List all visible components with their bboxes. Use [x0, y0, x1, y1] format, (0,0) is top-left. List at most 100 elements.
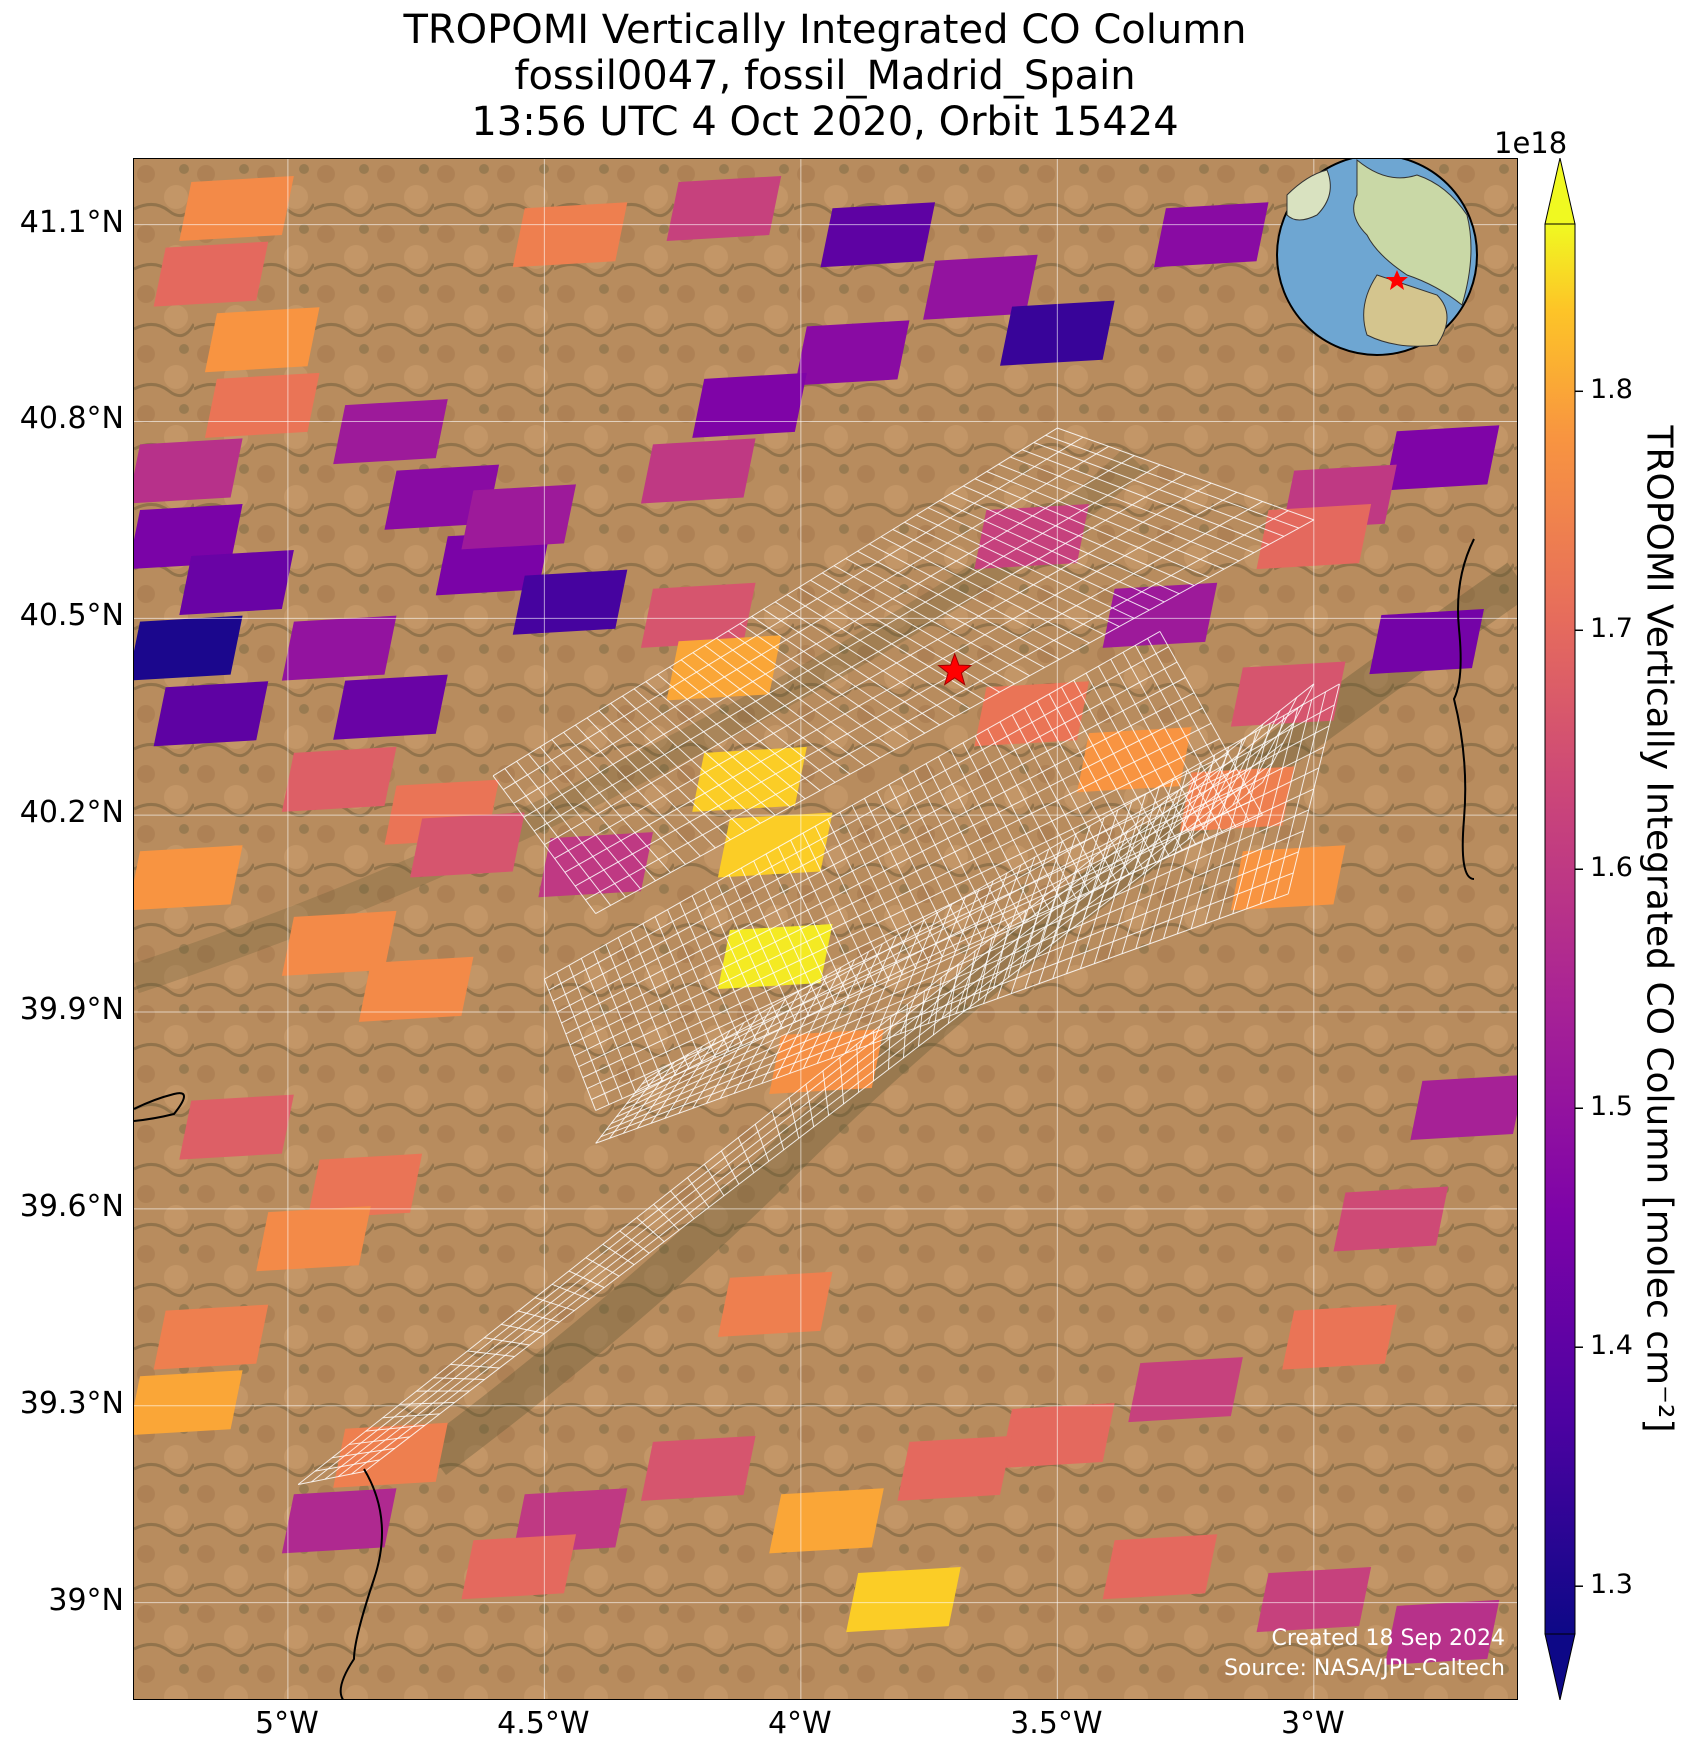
footprint-line	[839, 1057, 845, 1104]
footprint-line	[551, 1283, 590, 1300]
footprint-line	[382, 1413, 440, 1419]
target-star-icon[interactable]	[937, 652, 973, 686]
co-pixels-layer	[134, 175, 1517, 1665]
colorbar-tick-label: 1.6	[1590, 852, 1633, 884]
chart-title-line-2: fossil0047, fossil_Madrid_Spain	[514, 53, 1136, 99]
co-pixel	[153, 1304, 269, 1370]
co-pixel	[153, 241, 269, 307]
footprint-line	[1082, 843, 1112, 921]
footprint-line	[1127, 803, 1162, 886]
footprint-line	[585, 1257, 620, 1277]
co-pixel	[1410, 1075, 1517, 1140]
co-pixel	[281, 746, 397, 812]
footprint-line	[1007, 910, 1027, 978]
co-pixel	[153, 681, 269, 747]
co-pixel	[923, 254, 1038, 320]
globe-landmass	[1353, 159, 1472, 306]
footprint-line	[503, 436, 1084, 791]
globe-landmass-2	[1286, 169, 1331, 221]
co-pixel	[1230, 661, 1346, 727]
footprint-line	[992, 923, 1010, 990]
co-pixel	[134, 438, 243, 504]
co-pixel	[1384, 425, 1500, 491]
footprint-line	[595, 519, 1315, 915]
footprint-line	[574, 738, 1220, 1057]
co-pixel	[204, 372, 320, 438]
footprint-line	[805, 1084, 815, 1127]
footprint-line	[582, 768, 1238, 1079]
co-pixel	[769, 1488, 884, 1554]
footprint-line	[518, 1310, 560, 1323]
longitude-tick-label: 4°W	[767, 1706, 832, 1741]
footprint-line	[399, 1401, 455, 1405]
footprint-line	[947, 964, 959, 1024]
latitude-tick-label: 39.6°N	[19, 1188, 124, 1224]
footprint-line	[631, 746, 1325, 1098]
colorbar-tick-label: 1.4	[1590, 1330, 1633, 1362]
co-pixel	[256, 1206, 371, 1272]
footprint-line	[1112, 817, 1146, 898]
footprint-line	[348, 1436, 410, 1445]
co-pixel	[1282, 1304, 1397, 1370]
footprint-line	[1172, 763, 1213, 852]
co-pixel	[974, 681, 1089, 747]
footprint-line	[687, 1177, 710, 1208]
footprint-line	[561, 692, 1195, 1024]
co-pixel	[204, 307, 320, 373]
co-pixel	[538, 832, 653, 898]
footprint-line	[1022, 897, 1044, 967]
longitude-tick-label: 4.5°W	[497, 1706, 590, 1741]
footprint-line	[917, 990, 925, 1047]
footprint-line	[574, 501, 1263, 887]
co-pixel	[820, 202, 936, 268]
footprint-line	[600, 872, 1294, 1138]
footprint-line	[578, 753, 1229, 1068]
footprint-line	[1217, 723, 1264, 818]
footprint-line	[636, 725, 1330, 1092]
co-pixel	[461, 484, 577, 550]
colorbar-tick-label: 1.5	[1590, 1091, 1633, 1123]
footprint-line	[1097, 830, 1129, 909]
footprint-line	[534, 1297, 575, 1312]
latitude-tick-label: 39.3°N	[19, 1385, 124, 1421]
footprint-line	[703, 1163, 725, 1197]
footprint-line	[311, 703, 1304, 1483]
footprint-line	[602, 1243, 635, 1266]
colorbar	[1544, 158, 1583, 1700]
co-pixel	[717, 1271, 833, 1337]
co-pixel	[974, 504, 1089, 570]
map-panel[interactable]: Created 18 Sep 2024 Source: NASA/JPL-Cal…	[133, 158, 1518, 1700]
colorbar-tick-label: 1.3	[1590, 1569, 1633, 1601]
footprint-line	[619, 1230, 650, 1254]
footprint-line	[615, 809, 1309, 1118]
footprint-line	[1262, 683, 1315, 783]
footprint-line	[544, 473, 1186, 846]
footprint-line	[337, 742, 1284, 1477]
footprint-line	[962, 950, 976, 1013]
co-pixel	[179, 175, 294, 242]
footprint-line	[610, 830, 1304, 1125]
footprint-line	[754, 1124, 770, 1162]
footprint-line	[556, 676, 1186, 1013]
colorbar-extend-bottom	[1544, 1633, 1576, 1700]
footprint-line	[670, 1190, 695, 1220]
footprint-line	[564, 491, 1238, 873]
footprint-line	[1232, 710, 1281, 806]
longitude-tick-label: 3°W	[1280, 1706, 1345, 1741]
co-pixel	[307, 1153, 423, 1219]
co-pixel	[640, 438, 756, 504]
co-pixel	[717, 812, 833, 878]
co-pixel	[1102, 1534, 1218, 1600]
coastline-w	[134, 1092, 185, 1122]
latitude-tick-label: 40.8°N	[19, 401, 124, 437]
co-pixel	[134, 615, 243, 681]
footprint-line	[314, 1459, 380, 1472]
footprint-line	[856, 1044, 860, 1093]
co-pixel	[1102, 582, 1218, 648]
co-pixel	[1128, 1357, 1243, 1423]
colorbar-label: TROPOMI Vertically Integrated CO Column …	[1638, 425, 1680, 1433]
footprint-line	[977, 937, 993, 1001]
footprint-line	[822, 1070, 830, 1116]
footprint-line	[298, 1470, 365, 1485]
footprint-line	[533, 464, 1161, 832]
